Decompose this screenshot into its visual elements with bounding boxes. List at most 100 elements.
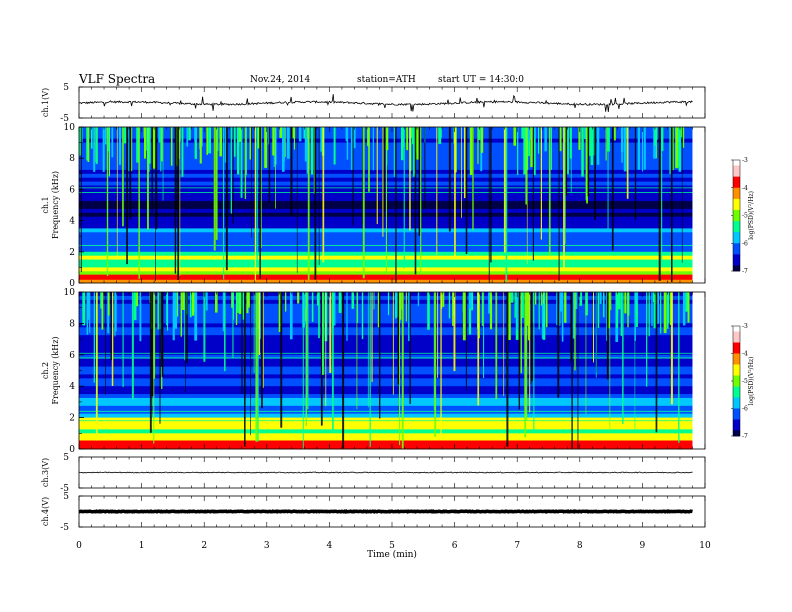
spectrogram-texture bbox=[411, 127, 414, 145]
sferic-streak bbox=[401, 292, 404, 449]
ch4-series-line bbox=[78, 471, 693, 474]
sferic-streak bbox=[275, 127, 276, 209]
colorbar-segment bbox=[733, 241, 740, 244]
spectrogram-texture bbox=[101, 292, 104, 330]
spectrogram-texture bbox=[528, 127, 530, 157]
y-tick-label: 2 bbox=[69, 414, 75, 424]
sferic-streak bbox=[352, 127, 354, 226]
spectrogram-band bbox=[79, 386, 693, 391]
colorbar-segment bbox=[733, 342, 740, 345]
spectrogram-band bbox=[79, 354, 693, 360]
spectrogram-texture bbox=[292, 127, 296, 139]
sferic-streak bbox=[322, 292, 325, 374]
spectrogram-band bbox=[79, 267, 693, 272]
spectrogram-texture bbox=[174, 292, 178, 329]
sferic-streak bbox=[368, 127, 370, 192]
sferic-streak bbox=[126, 127, 128, 265]
spectrogram-band bbox=[79, 433, 693, 438]
sferic-streak bbox=[95, 292, 98, 441]
sferic-streak bbox=[262, 292, 264, 388]
spectrogram-texture bbox=[683, 292, 686, 326]
spectrogram-texture bbox=[194, 292, 198, 341]
spectrogram-texture bbox=[181, 127, 184, 177]
colorbar-segment bbox=[733, 160, 740, 163]
spectrogram-texture bbox=[237, 127, 240, 175]
spectrogram-texture bbox=[333, 292, 336, 326]
spectrogram-texture bbox=[189, 292, 192, 318]
colorbar-segment bbox=[733, 370, 740, 373]
colorbar-segment bbox=[733, 393, 740, 397]
sferic-streak bbox=[477, 292, 480, 406]
y-tick-label: 5 bbox=[63, 83, 69, 93]
spectrogram-band bbox=[79, 169, 693, 175]
spectrogram-band bbox=[79, 173, 693, 179]
colorbar-tick-label: -3 bbox=[742, 157, 748, 164]
sferic-streak bbox=[116, 127, 118, 258]
sferic-streak bbox=[418, 127, 421, 236]
spectrogram-texture bbox=[470, 292, 474, 311]
spectrogram-texture bbox=[310, 127, 314, 175]
sferic-streak bbox=[655, 292, 658, 433]
colorbar-segment bbox=[733, 182, 740, 185]
sferic-streak bbox=[392, 292, 394, 395]
sferic-streak bbox=[670, 292, 673, 405]
spectrogram-band bbox=[79, 240, 693, 245]
colorbar-segment bbox=[733, 256, 740, 259]
y-tick-label: -5 bbox=[60, 484, 69, 494]
sferic-streak bbox=[258, 292, 261, 356]
spectrogram-texture bbox=[530, 127, 533, 168]
colorbar-segment bbox=[733, 202, 740, 205]
spectrogram-band bbox=[79, 216, 693, 221]
colorbar-segment bbox=[733, 222, 740, 226]
sferic-streak bbox=[314, 127, 317, 280]
sferic-streak bbox=[251, 127, 252, 238]
spectrogram-texture bbox=[188, 127, 191, 141]
colorbar-segment bbox=[733, 333, 740, 336]
x-axis-label: Time (min) bbox=[367, 549, 417, 560]
spectrogram-band bbox=[79, 327, 693, 332]
colorbar-segment bbox=[733, 338, 740, 342]
sferic-streak bbox=[174, 127, 177, 274]
colorbar-segment bbox=[733, 362, 740, 365]
colorbar-segment bbox=[733, 426, 740, 430]
colorbar-segment bbox=[733, 161, 740, 165]
spectrogram-band bbox=[79, 146, 693, 151]
spectrogram-texture bbox=[408, 292, 411, 342]
spectrogram-texture bbox=[533, 127, 536, 139]
colorbar-segment bbox=[733, 259, 740, 263]
spectrogram-texture bbox=[278, 292, 281, 332]
sferic-streak bbox=[490, 127, 492, 263]
sferic-streak bbox=[223, 127, 225, 280]
spectrogram-texture bbox=[401, 127, 404, 161]
sferic-streak bbox=[280, 292, 283, 428]
spectrogram-band bbox=[79, 251, 693, 257]
sferic-streak bbox=[533, 292, 535, 433]
sferic-streak bbox=[385, 127, 387, 273]
colorbar-segment bbox=[733, 327, 740, 331]
spectrogram-texture bbox=[508, 292, 511, 340]
colorbar-tick-label: -3 bbox=[742, 323, 748, 330]
x-tick-label: 10 bbox=[699, 541, 711, 551]
y-tick-label: -5 bbox=[60, 114, 69, 124]
colorbar-segment bbox=[733, 163, 740, 166]
colorbar-segment bbox=[733, 331, 740, 334]
spectrogram-band bbox=[79, 323, 693, 328]
spectrogram-band bbox=[79, 445, 693, 450]
panel-2: 0 2 4 6 8 10 ch.1 Frequency (kHz) -3 -4 -5 -6 -7 log(… bbox=[41, 123, 755, 289]
sferic-streak bbox=[661, 127, 663, 267]
spectrogram-texture bbox=[480, 127, 484, 153]
spectrogram-band bbox=[79, 319, 693, 324]
colorbar-segment bbox=[733, 346, 740, 349]
spectrogram-texture bbox=[521, 292, 524, 318]
sferic-streak bbox=[110, 292, 112, 361]
spectrogram-band bbox=[79, 177, 693, 182]
sferic-streak bbox=[465, 127, 468, 254]
spectrogram-texture bbox=[194, 127, 197, 159]
spectrogram-texture bbox=[245, 127, 247, 176]
date-label: Nov.24, 2014 bbox=[250, 75, 311, 85]
spectrogram-texture bbox=[616, 292, 619, 317]
spectrogram-texture bbox=[523, 127, 526, 175]
spectrogram-texture bbox=[661, 127, 664, 151]
